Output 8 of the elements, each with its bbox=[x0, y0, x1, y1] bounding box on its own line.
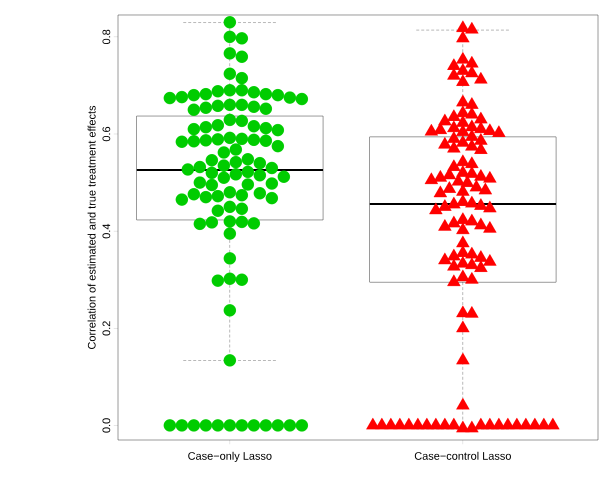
x-tick-label: Case−control Lasso bbox=[414, 452, 511, 460]
y-tick-label: 0.8 bbox=[102, 30, 110, 44]
y-tick-label: 0.0 bbox=[102, 418, 110, 433]
y-tick-label: 0.6 bbox=[102, 126, 110, 142]
y-tick-label: 0.4 bbox=[102, 224, 110, 238]
y-tick-label: 0.2 bbox=[102, 321, 110, 336]
x-tick-label: Case−only Lasso bbox=[188, 452, 272, 462]
y-axis-title: Correlation of estimated and true treatment effects bbox=[88, 106, 96, 349]
